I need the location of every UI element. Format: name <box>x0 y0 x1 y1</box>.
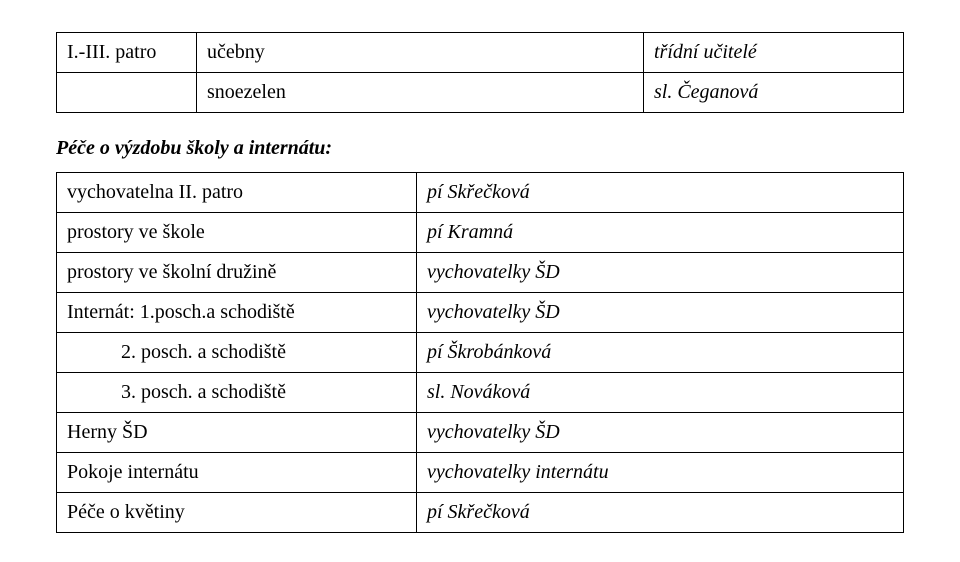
table-row: snoezelensl. Čeganová <box>57 73 904 113</box>
table-cell: vychovatelky ŠD <box>417 413 904 453</box>
table-2: vychovatelna II. patropí Skřečkováprosto… <box>56 172 904 533</box>
table-cell <box>57 73 197 113</box>
table-cell: Internát: 1.posch.a schodiště <box>57 293 417 333</box>
subheading: Péče o výzdobu školy a internátu: <box>56 137 904 160</box>
table-cell: sl. Čeganová <box>644 73 904 113</box>
table-cell: snoezelen <box>197 73 644 113</box>
table-cell: vychovatelky ŠD <box>417 293 904 333</box>
table-1: I.-III. patroučebnytřídní učitelésnoezel… <box>56 32 904 113</box>
table-cell: vychovatelky internátu <box>417 453 904 493</box>
table-cell: pí Škrobánková <box>417 333 904 373</box>
table-2-body: vychovatelna II. patropí Skřečkováprosto… <box>57 173 904 533</box>
table-cell: třídní učitelé <box>644 33 904 73</box>
table-cell: Péče o květiny <box>57 493 417 533</box>
table-row: prostory ve školní družiněvychovatelky Š… <box>57 253 904 293</box>
table-row: prostory ve školepí Kramná <box>57 213 904 253</box>
table-row: Internát: 1.posch.a schodištěvychovatelk… <box>57 293 904 333</box>
table-row: Péče o květinypí Skřečková <box>57 493 904 533</box>
table-cell: Herny ŠD <box>57 413 417 453</box>
table-cell: učebny <box>197 33 644 73</box>
table-cell: vychovatelky ŠD <box>417 253 904 293</box>
table-cell: prostory ve škole <box>57 213 417 253</box>
table-row: 2. posch. a schodištěpí Škrobánková <box>57 333 904 373</box>
table-row: vychovatelna II. patropí Skřečková <box>57 173 904 213</box>
table-cell: 2. posch. a schodiště <box>57 333 417 373</box>
table-cell: pí Kramná <box>417 213 904 253</box>
table-cell: 3. posch. a schodiště <box>57 373 417 413</box>
table-cell: sl. Nováková <box>417 373 904 413</box>
table-cell: pí Skřečková <box>417 173 904 213</box>
table-row: Pokoje internátuvychovatelky internátu <box>57 453 904 493</box>
table-row: 3. posch. a schodištěsl. Nováková <box>57 373 904 413</box>
table-cell: Pokoje internátu <box>57 453 417 493</box>
table-1-body: I.-III. patroučebnytřídní učitelésnoezel… <box>57 33 904 113</box>
table-cell: I.-III. patro <box>57 33 197 73</box>
table-row: I.-III. patroučebnytřídní učitelé <box>57 33 904 73</box>
table-cell: vychovatelna II. patro <box>57 173 417 213</box>
table-cell: prostory ve školní družině <box>57 253 417 293</box>
table-row: Herny ŠDvychovatelky ŠD <box>57 413 904 453</box>
table-cell: pí Skřečková <box>417 493 904 533</box>
